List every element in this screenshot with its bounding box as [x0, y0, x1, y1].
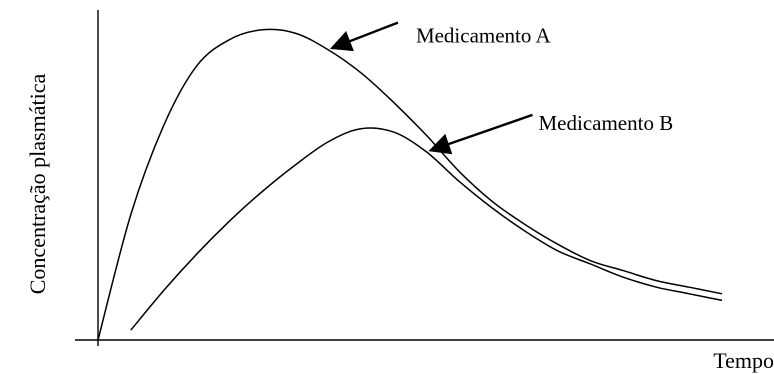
- annotation-layer: Medicamento A Medicamento B: [329, 21, 674, 155]
- y-axis-label: Concentração plasmática: [25, 74, 50, 295]
- series-layer: [97, 28, 723, 341]
- series-line-b: [130, 127, 723, 331]
- annotation-label-a: Medicamento A: [416, 24, 552, 48]
- x-axis-label: Tempo: [713, 348, 774, 373]
- annotation-label-b: Medicamento B: [539, 111, 674, 135]
- annotation-arrow-b: [428, 113, 533, 155]
- series-line-a: [97, 28, 723, 341]
- annotation-arrow-a: [329, 21, 399, 52]
